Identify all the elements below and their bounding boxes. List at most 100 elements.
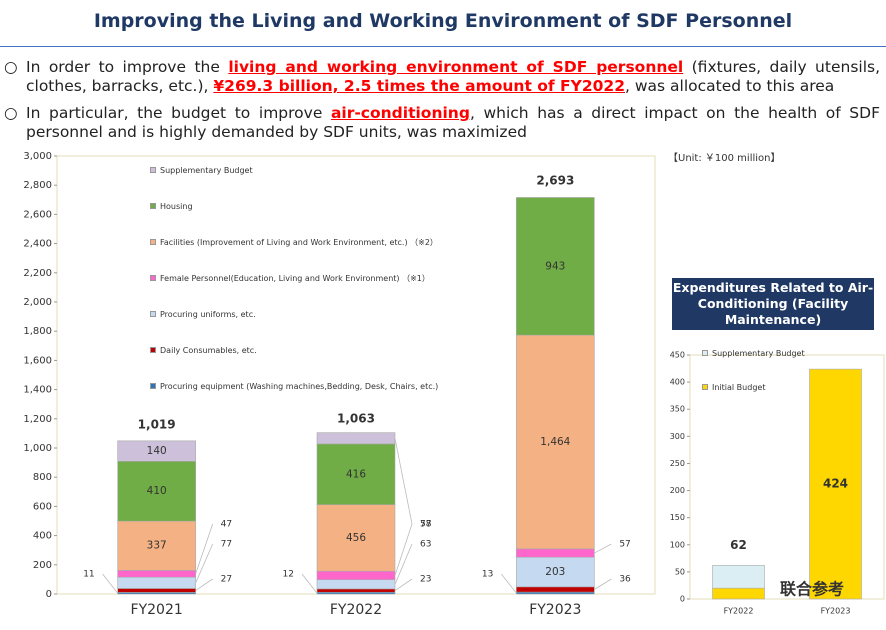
- bar-segment: [117, 588, 196, 593]
- data-label: 63: [420, 540, 431, 550]
- bar-segment: [316, 579, 396, 590]
- data-label: 47: [221, 520, 232, 530]
- data-label: 57: [619, 540, 630, 550]
- bar-segment: [117, 570, 196, 578]
- data-label: 203: [545, 566, 565, 578]
- data-label: 416: [346, 468, 366, 480]
- x-tick-label: FY2023: [529, 602, 581, 618]
- leader-line: [195, 578, 213, 591]
- y-tick-label: 200: [33, 560, 52, 571]
- data-label: 13: [482, 570, 493, 580]
- y-tick-label: 50: [675, 567, 685, 576]
- bar-segment: [117, 440, 196, 462]
- y-tick-label: 3,000: [23, 151, 52, 162]
- total-label: 424: [823, 477, 848, 491]
- bullet: ○ In particular, the budget to improve ai…: [4, 104, 880, 142]
- bullet-marker: ○: [4, 58, 18, 76]
- y-tick-label: 2,400: [23, 239, 52, 250]
- bar-segment: [516, 556, 595, 588]
- legend-text: Facilities (Improvement of Living and Wo…: [160, 238, 438, 247]
- y-tick-label: 1,800: [23, 326, 52, 337]
- legend-swatch: [150, 347, 156, 353]
- highlight-text: air-conditioning: [330, 104, 470, 122]
- data-label: 1,464: [540, 436, 570, 448]
- y-tick-label: 300: [670, 432, 685, 441]
- bar-segment: [117, 520, 196, 571]
- leader-line: [394, 543, 413, 585]
- plot-frame: [689, 354, 885, 600]
- bar-segment: [516, 548, 595, 558]
- bullet-text: In order to improve the living and worki…: [26, 58, 880, 96]
- y-tick-label: 600: [33, 501, 52, 512]
- bullet-marker: ○: [4, 104, 18, 122]
- y-tick-label: 250: [670, 459, 685, 468]
- legend-text: Housing: [160, 202, 193, 211]
- legend-text: Initial Budget: [712, 383, 766, 392]
- legend-text: Daily Consumables, etc.: [160, 346, 257, 355]
- legend-item: Female Personnel(Education, Living and W…: [150, 273, 450, 284]
- leader-line: [594, 578, 612, 590]
- bar-segment: [316, 588, 396, 593]
- y-tick-label: 150: [670, 513, 685, 522]
- legend-text: Supplementary Budget: [712, 349, 805, 358]
- bar-segment: [316, 432, 396, 445]
- y-tick-label: 450: [670, 351, 685, 360]
- y-tick-label: 200: [670, 486, 685, 495]
- data-label: 36: [619, 575, 631, 585]
- data-label: 410: [147, 485, 167, 497]
- leader-line: [394, 578, 413, 591]
- sub-chart-title: Expenditures Related to Air-Conditioning…: [672, 278, 874, 330]
- y-tick-label: 1,600: [23, 355, 52, 366]
- data-label: 58: [420, 520, 432, 530]
- legend-text: Procuring uniforms, etc.: [160, 310, 256, 319]
- leader-line: [394, 438, 413, 525]
- legend-swatch: [702, 384, 708, 390]
- leader-line: [394, 523, 413, 576]
- leader-line: [501, 573, 517, 594]
- y-tick-label: 2,000: [23, 297, 52, 308]
- y-tick-label: 1,000: [23, 443, 52, 454]
- title: Improving the Living and Working Environ…: [93, 10, 793, 32]
- y-tick-label: 2,200: [23, 268, 52, 279]
- y-tick-label: 2,600: [23, 209, 52, 220]
- legend-swatch: [150, 311, 156, 317]
- bar-segment: [712, 565, 765, 589]
- bullet-text: In particular, the budget to improve air…: [26, 104, 880, 142]
- bullet: ○ In order to improve the living and work…: [4, 58, 880, 96]
- legend-item: Housing: [150, 201, 450, 212]
- text: In order to improve the: [26, 58, 229, 76]
- bar-segment: [809, 368, 862, 600]
- x-tick-label: FY2022: [724, 607, 754, 616]
- leader-line: [301, 573, 318, 594]
- bar-segment: [516, 586, 595, 593]
- bar-segment: [316, 443, 396, 505]
- title-rule: [0, 46, 886, 47]
- y-tick-label: 350: [670, 405, 685, 414]
- bar-segment: [316, 504, 396, 572]
- bar-segment: [516, 334, 595, 550]
- highlight-text: living and working environment of SDF pe…: [228, 58, 684, 76]
- total-label: 1,019: [138, 418, 176, 432]
- x-tick-label: FY2021: [131, 602, 183, 618]
- bar-segment: [117, 576, 196, 589]
- text: , was allocated to this area: [625, 77, 835, 95]
- data-label: 27: [221, 575, 232, 585]
- legend-swatch: [150, 239, 156, 245]
- total-label: 1,063: [337, 411, 375, 425]
- legend-item: Facilities (Improvement of Living and Wo…: [150, 237, 450, 248]
- data-label: 77: [420, 520, 431, 530]
- watermark: 联合参考: [780, 580, 844, 599]
- data-label: 337: [147, 540, 167, 552]
- bar-segment: [516, 197, 595, 336]
- y-tick-label: 100: [670, 540, 685, 549]
- legend-item: Initial Budget: [702, 382, 812, 393]
- total-label: 62: [730, 538, 747, 552]
- legend-text: Female Personnel(Education, Living and W…: [160, 274, 430, 283]
- y-tick-label: 0: [46, 589, 52, 600]
- legend-item: Supplementary Budget: [150, 165, 450, 176]
- bar-segment: [316, 570, 396, 580]
- data-label: 456: [346, 532, 366, 544]
- leader-line: [195, 543, 214, 583]
